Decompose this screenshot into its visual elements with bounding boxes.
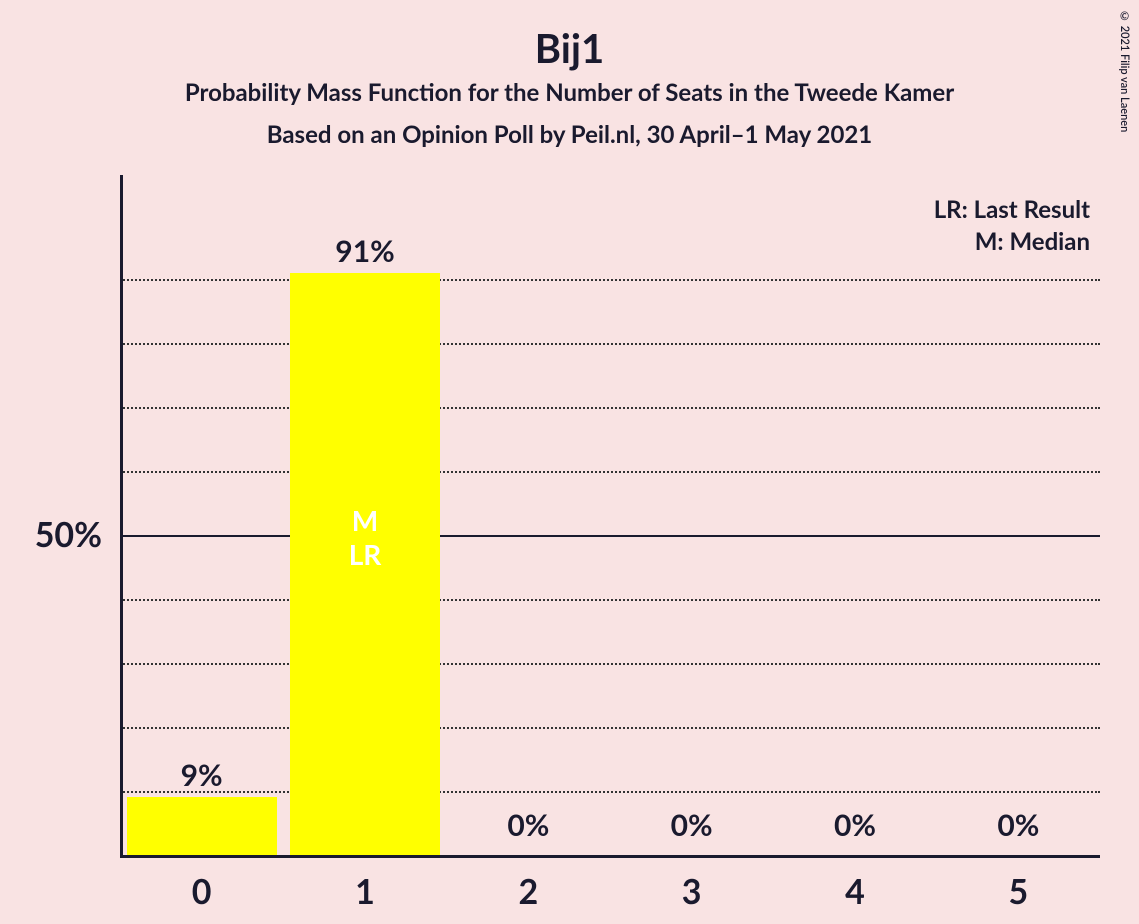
median-annotation: M [283, 503, 446, 537]
bar-value-label: 0% [937, 807, 1100, 843]
last-result-annotation: LR [283, 537, 446, 571]
x-tick-label: 1 [283, 871, 446, 912]
bar [127, 797, 277, 855]
x-tick-label: 5 [937, 871, 1100, 912]
x-tick-label: 4 [773, 871, 936, 912]
bar-value-label: 0% [610, 807, 773, 843]
gridline [120, 663, 1100, 665]
gridline [120, 279, 1100, 281]
midline-50 [120, 535, 1100, 537]
gridline [120, 343, 1100, 345]
x-tick-label: 3 [610, 871, 773, 912]
gridline [120, 599, 1100, 601]
legend-last-result: LR: Last Result [800, 195, 1090, 224]
gridline [120, 471, 1100, 473]
chart-plot-area: 50%9%091%10%20%30%40%5MLRLR: Last Result… [0, 0, 1139, 924]
y-tick-label: 50% [0, 514, 102, 555]
bar-value-label: 0% [447, 807, 610, 843]
legend-median: M: Median [800, 227, 1090, 256]
bar-value-label: 9% [120, 757, 283, 793]
x-axis [120, 855, 1100, 858]
gridline [120, 727, 1100, 729]
gridline [120, 407, 1100, 409]
bar-value-label: 91% [283, 233, 446, 269]
x-tick-label: 0 [120, 871, 283, 912]
x-tick-label: 2 [447, 871, 610, 912]
y-axis [120, 175, 123, 855]
bar-value-label: 0% [773, 807, 936, 843]
